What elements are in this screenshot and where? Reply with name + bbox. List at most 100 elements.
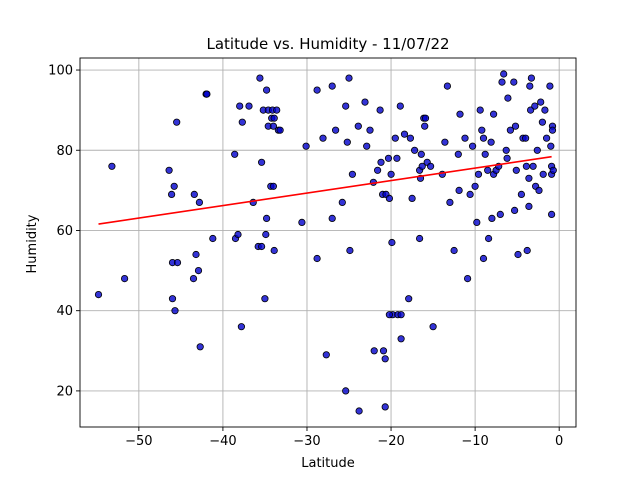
chart-title: Latitude vs. Humidity - 11/07/22 bbox=[206, 35, 449, 53]
data-point bbox=[361, 98, 369, 106]
data-point bbox=[391, 134, 399, 142]
data-point bbox=[429, 323, 437, 331]
data-point bbox=[381, 403, 389, 411]
data-point bbox=[256, 74, 264, 82]
data-point bbox=[276, 126, 284, 134]
data-point bbox=[510, 206, 519, 214]
data-point bbox=[468, 142, 477, 150]
data-point bbox=[421, 122, 429, 130]
data-point bbox=[108, 162, 116, 170]
data-point bbox=[408, 194, 416, 202]
data-point bbox=[523, 246, 531, 255]
data-point bbox=[322, 351, 330, 359]
data-point bbox=[502, 146, 510, 154]
data-point bbox=[514, 250, 522, 259]
data-point bbox=[476, 106, 484, 114]
regression-line bbox=[98, 155, 552, 225]
data-point bbox=[385, 311, 393, 319]
data-point bbox=[511, 122, 520, 130]
data-point bbox=[441, 138, 449, 146]
data-points bbox=[94, 70, 557, 415]
data-point bbox=[231, 150, 239, 158]
data-point bbox=[269, 182, 277, 190]
data-point bbox=[450, 246, 458, 255]
data-point bbox=[481, 150, 489, 158]
data-point bbox=[203, 90, 211, 98]
data-point bbox=[535, 186, 543, 194]
y-tick-label: 60 bbox=[56, 224, 73, 239]
data-point bbox=[355, 407, 363, 415]
data-point bbox=[410, 146, 419, 154]
data-point bbox=[474, 170, 483, 178]
data-point bbox=[345, 74, 353, 82]
y-tick-label: 80 bbox=[56, 144, 73, 159]
data-point bbox=[346, 246, 354, 255]
data-point bbox=[541, 106, 549, 114]
data-point bbox=[479, 134, 488, 142]
data-point bbox=[262, 230, 270, 239]
data-point bbox=[396, 102, 404, 110]
data-point bbox=[510, 78, 518, 86]
data-point bbox=[348, 170, 356, 178]
data-point bbox=[196, 343, 204, 351]
data-point bbox=[379, 347, 388, 355]
x-tick-label: −40 bbox=[209, 434, 236, 449]
data-point bbox=[484, 166, 492, 174]
data-point bbox=[542, 134, 551, 142]
data-point bbox=[209, 234, 217, 243]
data-point bbox=[237, 323, 245, 331]
data-point bbox=[377, 158, 385, 166]
data-point bbox=[400, 130, 409, 138]
data-point bbox=[406, 134, 414, 142]
data-point bbox=[370, 347, 378, 355]
data-point bbox=[313, 254, 321, 263]
data-point bbox=[533, 146, 541, 154]
data-point bbox=[487, 138, 495, 146]
data-point bbox=[525, 202, 533, 210]
data-point bbox=[189, 274, 198, 283]
x-tick-label: −50 bbox=[125, 434, 152, 449]
x-axis-ticks: −50 −40 −30 −20 −10 0 bbox=[125, 427, 563, 449]
data-point bbox=[417, 150, 425, 158]
x-tick-label: −30 bbox=[293, 434, 320, 449]
data-point bbox=[415, 234, 424, 243]
data-point bbox=[373, 166, 382, 174]
data-point bbox=[539, 170, 547, 178]
data-point bbox=[454, 150, 462, 158]
data-point bbox=[421, 114, 430, 122]
data-point bbox=[548, 126, 557, 134]
data-point bbox=[298, 218, 306, 226]
data-point bbox=[194, 266, 203, 275]
data-point bbox=[257, 158, 266, 166]
data-point bbox=[121, 274, 129, 283]
data-point bbox=[168, 190, 176, 198]
y-tick-label: 20 bbox=[56, 384, 73, 399]
data-point bbox=[302, 142, 310, 150]
data-point bbox=[500, 70, 508, 78]
y-tick-label: 40 bbox=[56, 304, 73, 319]
x-tick-label: −20 bbox=[377, 434, 404, 449]
data-point bbox=[94, 290, 103, 299]
data-point bbox=[426, 162, 435, 170]
data-point bbox=[384, 154, 393, 162]
data-point bbox=[547, 210, 556, 218]
data-point bbox=[366, 126, 374, 134]
data-point bbox=[173, 258, 182, 267]
data-point bbox=[381, 355, 389, 363]
data-point bbox=[473, 218, 481, 226]
data-point bbox=[261, 295, 269, 303]
data-point bbox=[273, 106, 281, 114]
data-point bbox=[354, 122, 362, 130]
data-point bbox=[343, 138, 351, 146]
data-point bbox=[262, 214, 271, 222]
data-point bbox=[455, 186, 463, 194]
x-axis-label: Latitude bbox=[301, 456, 355, 471]
data-point bbox=[522, 162, 531, 170]
data-point bbox=[168, 295, 177, 303]
data-point bbox=[170, 182, 178, 190]
data-point bbox=[338, 198, 346, 206]
data-point bbox=[488, 214, 496, 222]
data-point bbox=[496, 210, 504, 218]
